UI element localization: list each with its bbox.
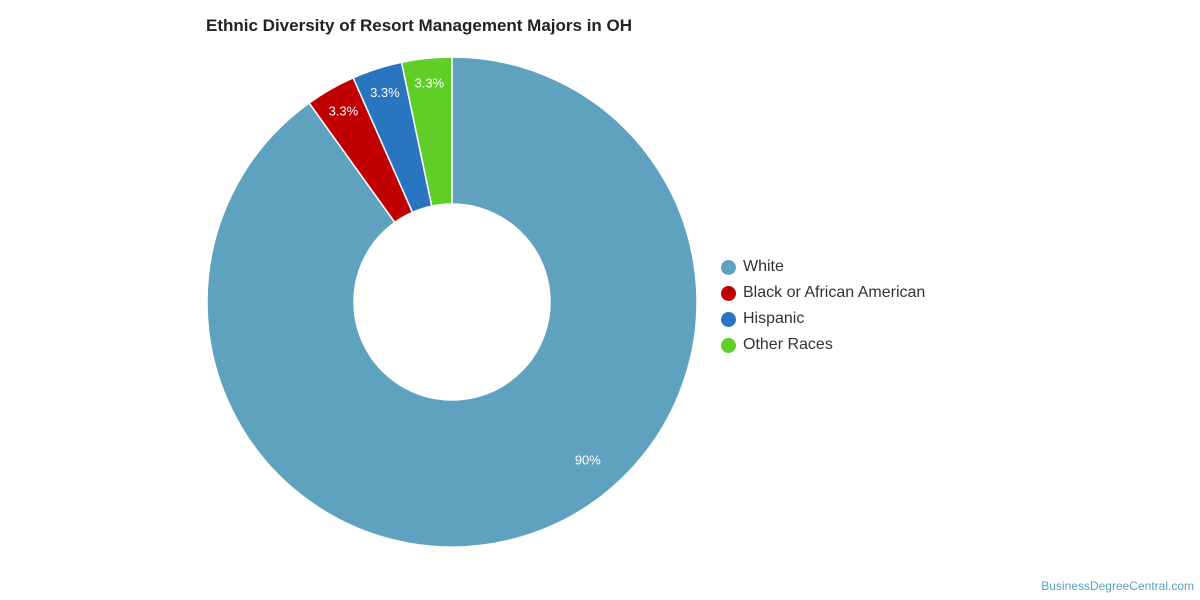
legend-swatch: [721, 337, 736, 353]
legend-item-other-races[interactable]: Other Races: [721, 332, 925, 358]
legend-label: Other Races: [743, 336, 833, 353]
legend-swatch: [721, 285, 736, 301]
legend-item-hispanic[interactable]: Hispanic: [721, 306, 925, 332]
legend-swatch: [721, 259, 736, 275]
legend-item-black-or-african-american[interactable]: Black or African American: [721, 280, 925, 306]
slice-other-races[interactable]: [400, 56, 453, 207]
slice-value-label: 3.3%: [329, 103, 359, 118]
chart-title: Ethnic Diversity of Resort Management Ma…: [206, 16, 633, 35]
slice-labels: 90% 3.3% 3.3% 3.3%: [329, 76, 602, 468]
legend-label: White: [743, 258, 784, 275]
legend-label: Black or African American: [743, 284, 926, 301]
slice-value-label: 90%: [575, 452, 601, 467]
legend: White Black or African American Hispanic Ot…: [721, 254, 925, 358]
slice-value-label: 3.3%: [414, 76, 444, 91]
slice-value-label: 3.3%: [370, 85, 400, 100]
legend-swatch: [721, 311, 736, 327]
source-credit[interactable]: BusinessDegreeCentral.com: [1041, 579, 1194, 593]
slice-white[interactable]: [206, 56, 698, 548]
legend-item-white[interactable]: White: [721, 254, 925, 280]
legend-label: Hispanic: [743, 310, 805, 327]
slices: [206, 56, 698, 548]
